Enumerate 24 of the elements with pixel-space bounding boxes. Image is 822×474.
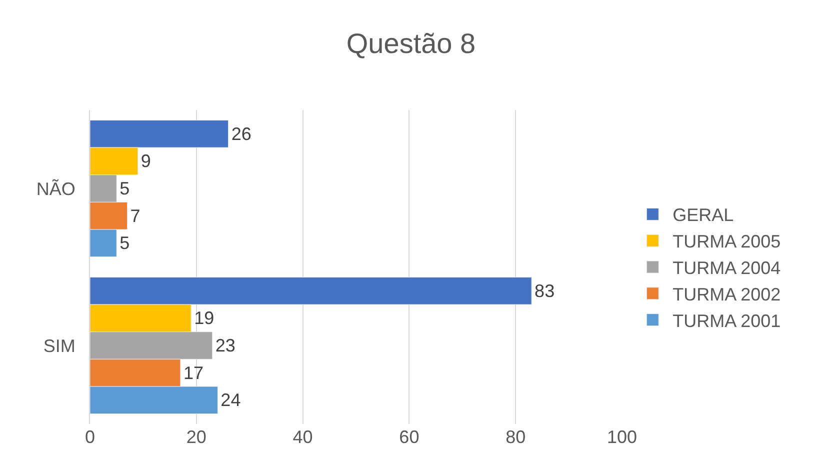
x-tick-label: 0 <box>84 427 96 447</box>
legend-label: GERAL <box>672 205 734 226</box>
legend-label: TURMA 2004 <box>672 258 781 278</box>
data-label: 5 <box>120 233 130 254</box>
legend-label: TURMA 2001 <box>672 310 781 331</box>
legend-label: TURMA 2005 <box>672 232 781 252</box>
data-label: 9 <box>140 151 151 172</box>
x-tick-label: 100 <box>606 427 638 447</box>
y-tick-label: NÃO <box>36 178 76 199</box>
data-label: 5 <box>120 178 130 198</box>
data-label: 24 <box>220 390 241 410</box>
data-label: 83 <box>534 280 555 301</box>
chart-title: Questão 8 <box>346 28 476 59</box>
legend-label: TURMA 2002 <box>672 284 781 304</box>
x-tick-label: 80 <box>506 427 526 447</box>
data-label: 19 <box>194 308 214 328</box>
data-label: 17 <box>183 362 204 383</box>
data-label: 7 <box>130 206 140 226</box>
data-label: 23 <box>215 336 236 356</box>
x-tick-label: 40 <box>292 427 313 447</box>
data-label: 26 <box>231 124 252 144</box>
x-tick-label: 60 <box>399 427 420 447</box>
x-tick-label: 20 <box>186 427 206 447</box>
y-tick-label: SIM <box>43 336 76 356</box>
